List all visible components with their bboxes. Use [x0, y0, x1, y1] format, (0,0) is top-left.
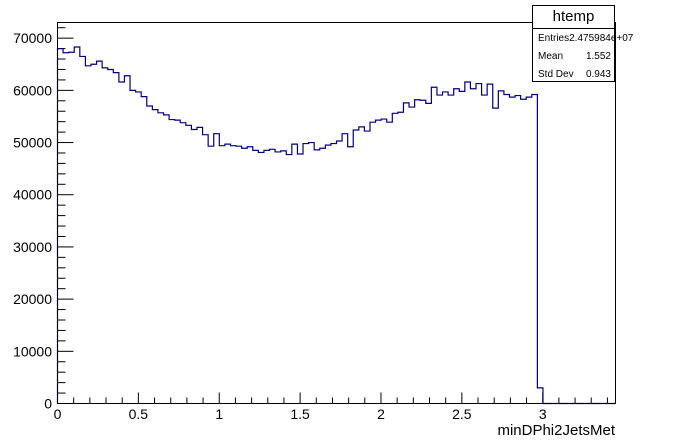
- stats-value: 0.943: [585, 68, 611, 80]
- x-tick-labels: 0 0.5 1 1.5 2 2.5 3: [54, 406, 547, 422]
- y-tick-labels: 0 10000 20000 30000 40000 50000 60000 70000: [13, 30, 52, 411]
- stats-value: 1.552: [585, 50, 611, 62]
- y-tick-label: 60000: [13, 82, 52, 98]
- stats-label: Entries: [538, 32, 570, 44]
- stats-row-mean: Mean 1.552: [533, 47, 614, 65]
- stats-row-entries: Entries 2.475984e+07: [533, 29, 633, 47]
- y-tick-label: 70000: [13, 30, 52, 46]
- x-tick-label: 2: [377, 406, 385, 422]
- stats-label: Mean: [538, 50, 564, 62]
- y-tick-label: 0: [44, 396, 52, 412]
- x-tick-label: 2.5: [452, 406, 472, 422]
- x-tick-label: 1.5: [290, 406, 310, 422]
- x-tick-label: 0.5: [129, 406, 149, 422]
- stats-label: Std Dev: [538, 68, 574, 80]
- plot-frame: [57, 22, 616, 404]
- y-tick-label: 40000: [13, 187, 52, 203]
- y-tick-label: 10000: [13, 343, 52, 359]
- y-tick-label: 50000: [13, 135, 52, 151]
- y-tick-label: 30000: [13, 239, 52, 255]
- stats-title: htemp: [533, 6, 614, 29]
- x-tick-label: 0: [54, 406, 62, 422]
- histogram-line: [56, 46, 616, 405]
- axis-ticks: [57, 27, 608, 404]
- x-tick-label: 1: [215, 406, 223, 422]
- y-tick-label: 20000: [13, 291, 52, 307]
- x-tick-label: 3: [539, 406, 547, 422]
- stats-box: htemp Entries 2.475984e+07 Mean 1.552 St…: [532, 5, 633, 83]
- stats-row-stddev: Std Dev 0.943: [533, 65, 614, 83]
- x-axis-title: minDPhi2JetsMet: [497, 422, 615, 439]
- stats-value: 2.475984e+07: [569, 32, 634, 44]
